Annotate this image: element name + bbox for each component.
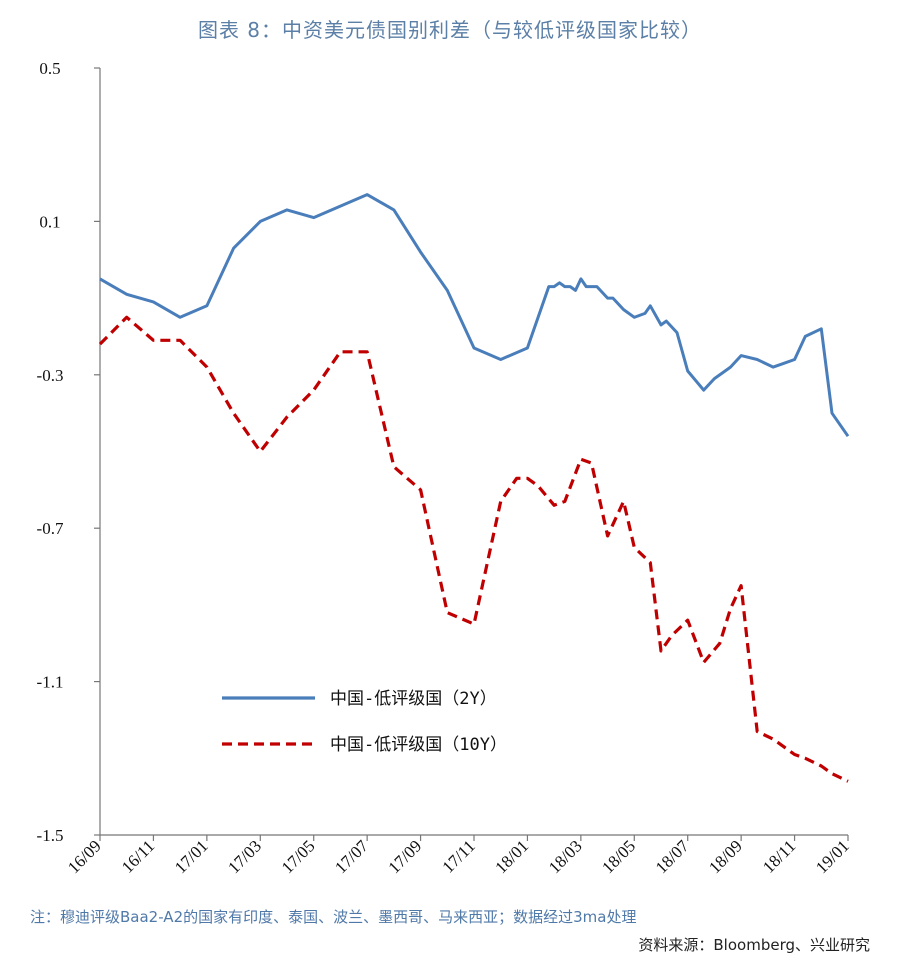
- footnote: 注：穆迪评级Baa2-A2的国家有印度、泰国、波兰、墨西哥、马来西亚；数据经过3…: [30, 908, 637, 926]
- legend-label-2y: 中国-低评级国（2Y）: [330, 689, 497, 709]
- x-axis-ticks: 16/09 16/11 17/01 17/03 17/05 17/07 17/09 17/11…: [64, 835, 853, 877]
- x-tick-label: 19/01: [812, 836, 853, 877]
- x-tick-label: 17/11: [438, 836, 478, 876]
- y-tick-label: -1.1: [37, 673, 64, 692]
- y-tick-label: 0.5: [39, 59, 60, 78]
- y-tick-label: -0.7: [37, 519, 64, 538]
- x-tick-label: 17/03: [224, 836, 265, 877]
- x-tick-label: 18/03: [545, 836, 586, 877]
- y-tick-label: -1.5: [37, 826, 64, 845]
- x-tick-label: 17/01: [171, 836, 212, 877]
- x-tick-label: 17/05: [278, 836, 319, 877]
- source-note: 资料来源：Bloomberg、兴业研究: [638, 936, 870, 954]
- x-tick-label: 18/07: [652, 836, 693, 877]
- y-tick-label: -0.3: [37, 366, 64, 385]
- x-tick-label: 16/11: [118, 836, 158, 876]
- series-line-10y: [98, 315, 849, 783]
- y-axis-ticks: 0.5 0.1 -0.3 -0.7 -1.1 -1.5: [37, 59, 100, 845]
- legend-label-10y: 中国-低评级国（10Y）: [330, 735, 507, 755]
- x-tick-label: 17/07: [331, 836, 372, 877]
- x-tick-label: 18/11: [759, 836, 799, 876]
- x-tick-label: 18/09: [705, 836, 746, 877]
- series-line-2y: [99, 193, 850, 438]
- x-tick-label: 16/09: [64, 836, 105, 877]
- x-tick-label: 18/01: [491, 836, 532, 877]
- axes: [99, 68, 848, 836]
- x-tick-label: 17/09: [385, 836, 426, 877]
- x-tick-label: 18/05: [598, 836, 639, 877]
- y-tick-label: 0.1: [39, 212, 60, 231]
- series-lines: [98, 193, 850, 783]
- chart-title: 图表 8：中资美元债国别利差（与较低评级国家比较）: [197, 18, 703, 42]
- legend: 中国-低评级国（2Y） 中国-低评级国（10Y）: [222, 689, 507, 755]
